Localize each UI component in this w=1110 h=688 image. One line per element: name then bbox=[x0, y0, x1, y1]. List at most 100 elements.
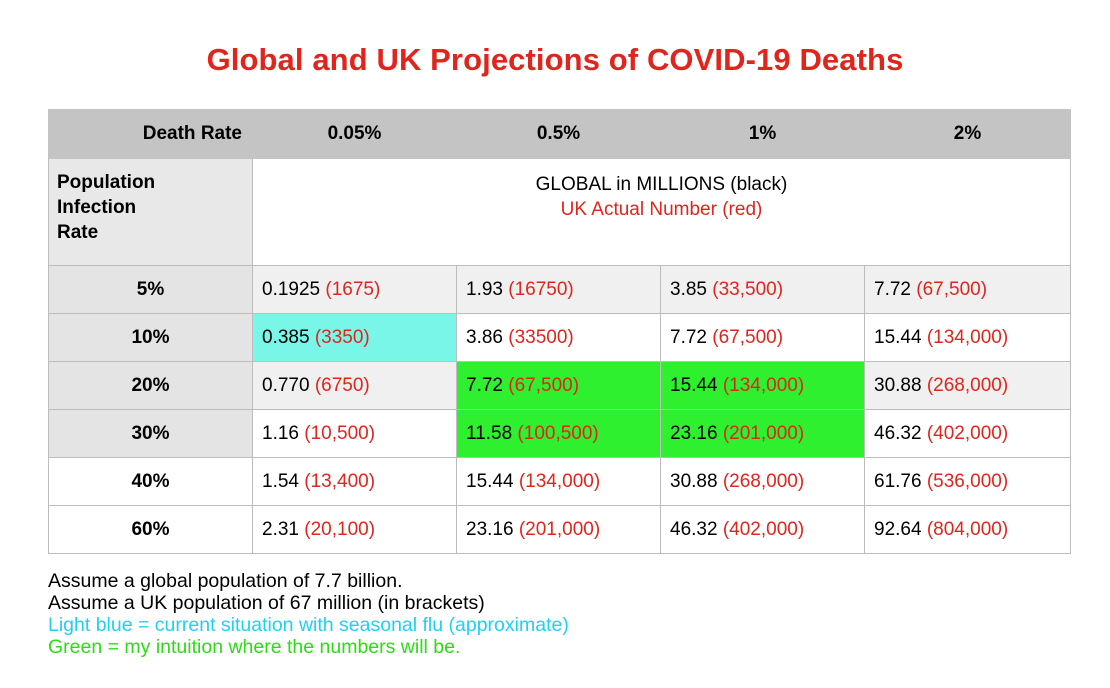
uk-value: (1675) bbox=[325, 278, 381, 300]
uk-value: (134,000) bbox=[926, 326, 1009, 348]
uk-value: (13,400) bbox=[304, 470, 376, 492]
page-title: Global and UK Projections of COVID-19 De… bbox=[206, 42, 904, 77]
assumption-notes: Assume a global population of 7.7 billio… bbox=[48, 570, 569, 658]
global-value: 11.58 bbox=[466, 422, 513, 444]
death-rate-header-cell: 0.05% bbox=[252, 109, 457, 159]
table-row: 10% 0.385 (3350) 3.86 (33500) 7.72 (67,5… bbox=[48, 313, 1071, 362]
uk-value: (804,000) bbox=[926, 518, 1009, 540]
global-value: 0.385 bbox=[262, 326, 310, 348]
global-value: 15.44 bbox=[670, 374, 718, 396]
projection-cell: 0.770 (6750) bbox=[252, 361, 457, 410]
death-rate-header-cell: 1% bbox=[660, 109, 865, 159]
global-value: 7.72 bbox=[466, 374, 503, 396]
projection-cell: 46.32 (402,000) bbox=[660, 505, 865, 554]
global-value: 30.88 bbox=[874, 374, 922, 396]
death-rate-header-cell: 2% bbox=[864, 109, 1071, 159]
uk-value: (402,000) bbox=[926, 422, 1009, 444]
global-value: 0.1925 bbox=[262, 278, 321, 300]
projection-cell: 92.64 (804,000) bbox=[864, 505, 1071, 554]
projection-cell: 7.72 (67,500) bbox=[864, 265, 1071, 314]
uk-value: (16750) bbox=[508, 278, 574, 300]
infection-rate-label-line: Infection bbox=[57, 197, 137, 218]
projection-cell: 23.16 (201,000) bbox=[456, 505, 661, 554]
legend-row: Population Infection Rate GLOBAL in MILL… bbox=[48, 158, 1071, 266]
projection-cell: 3.86 (33500) bbox=[456, 313, 661, 362]
global-population-note: Assume a global population of 7.7 billio… bbox=[48, 570, 403, 592]
uk-units-legend: UK Actual Number (red) bbox=[560, 199, 763, 220]
global-value: 1.54 bbox=[262, 470, 299, 492]
uk-value: (201,000) bbox=[518, 518, 601, 540]
light-blue-key-note: Light blue = current situation with seas… bbox=[48, 614, 569, 636]
infection-rate-cell: 40% bbox=[48, 457, 253, 506]
infection-rate-cell: 30% bbox=[48, 409, 253, 458]
projection-cell: 0.1925 (1675) bbox=[252, 265, 457, 314]
uk-value: (201,000) bbox=[722, 422, 805, 444]
global-value: 0.770 bbox=[262, 374, 310, 396]
infection-rate-label: Population Infection Rate bbox=[48, 158, 253, 266]
global-value: 15.44 bbox=[874, 326, 922, 348]
uk-value: (536,000) bbox=[926, 470, 1009, 492]
uk-value: (134,000) bbox=[518, 470, 601, 492]
global-units-legend: GLOBAL in MILLIONS (black) bbox=[535, 174, 788, 195]
uk-value: (134,000) bbox=[722, 374, 805, 396]
uk-value: (10,500) bbox=[304, 422, 376, 444]
global-value: 30.88 bbox=[670, 470, 718, 492]
units-legend: GLOBAL in MILLIONS (black) UK Actual Num… bbox=[252, 158, 1071, 266]
infection-rate-cell: 10% bbox=[48, 313, 253, 362]
uk-value: (67,500) bbox=[712, 326, 784, 348]
death-rate-label: Death Rate bbox=[48, 109, 253, 159]
infection-rate-cell: 20% bbox=[48, 361, 253, 410]
uk-population-note: Assume a UK population of 67 million (in… bbox=[48, 592, 485, 614]
projection-cell-flu-highlight: 0.385 (3350) bbox=[252, 313, 457, 362]
projections-table: Death Rate 0.05% 0.5% 1% 2% Population I… bbox=[48, 109, 1071, 554]
global-value: 23.16 bbox=[670, 422, 718, 444]
projection-cell-intuition-highlight: 11.58 (100,500) bbox=[456, 409, 661, 458]
uk-value: (33,500) bbox=[712, 278, 784, 300]
uk-value: (268,000) bbox=[926, 374, 1009, 396]
projection-cell: 15.44 (134,000) bbox=[864, 313, 1071, 362]
death-rate-header-cell: 0.5% bbox=[456, 109, 661, 159]
projection-cell: 3.85 (33,500) bbox=[660, 265, 865, 314]
projection-cell: 2.31 (20,100) bbox=[252, 505, 457, 554]
projection-cell: 15.44 (134,000) bbox=[456, 457, 661, 506]
infection-rate-label-line: Rate bbox=[57, 222, 99, 243]
projection-cell-intuition-highlight: 7.72 (67,500) bbox=[456, 361, 661, 410]
projection-cell: 30.88 (268,000) bbox=[864, 361, 1071, 410]
global-value: 7.72 bbox=[670, 326, 707, 348]
global-value: 23.16 bbox=[466, 518, 514, 540]
projection-cell: 1.16 (10,500) bbox=[252, 409, 457, 458]
table-row: 5% 0.1925 (1675) 1.93 (16750) 3.85 (33,5… bbox=[48, 265, 1071, 314]
projection-cell: 61.76 (536,000) bbox=[864, 457, 1071, 506]
uk-value: (268,000) bbox=[722, 470, 805, 492]
global-value: 1.93 bbox=[466, 278, 503, 300]
table-row: 20% 0.770 (6750) 7.72 (67,500) 15.44 (13… bbox=[48, 361, 1071, 410]
projection-cell: 30.88 (268,000) bbox=[660, 457, 865, 506]
global-value: 1.16 bbox=[262, 422, 299, 444]
uk-value: (6750) bbox=[314, 374, 370, 396]
infection-rate-cell: 60% bbox=[48, 505, 253, 554]
projection-cell: 1.54 (13,400) bbox=[252, 457, 457, 506]
uk-value: (100,500) bbox=[517, 422, 599, 444]
green-key-note: Green = my intuition where the numbers w… bbox=[48, 636, 461, 658]
global-value: 46.32 bbox=[874, 422, 922, 444]
uk-value: (20,100) bbox=[304, 518, 376, 540]
projection-cell: 46.32 (402,000) bbox=[864, 409, 1071, 458]
global-value: 46.32 bbox=[670, 518, 718, 540]
global-value: 3.86 bbox=[466, 326, 503, 348]
uk-value: (3350) bbox=[314, 326, 370, 348]
table-row: 40% 1.54 (13,400) 15.44 (134,000) 30.88 … bbox=[48, 457, 1071, 506]
uk-value: (67,500) bbox=[508, 374, 580, 396]
death-rate-header-row: Death Rate 0.05% 0.5% 1% 2% bbox=[48, 109, 1071, 159]
global-value: 92.64 bbox=[874, 518, 922, 540]
table-row: 30% 1.16 (10,500) 11.58 (100,500) 23.16 … bbox=[48, 409, 1071, 458]
infection-rate-cell: 5% bbox=[48, 265, 253, 314]
global-value: 2.31 bbox=[262, 518, 299, 540]
projection-cell-intuition-highlight: 15.44 (134,000) bbox=[660, 361, 865, 410]
uk-value: (33500) bbox=[508, 326, 574, 348]
global-value: 15.44 bbox=[466, 470, 514, 492]
table-row: 60% 2.31 (20,100) 23.16 (201,000) 46.32 … bbox=[48, 505, 1071, 554]
global-value: 61.76 bbox=[874, 470, 922, 492]
uk-value: (402,000) bbox=[722, 518, 805, 540]
projection-cell-intuition-highlight: 23.16 (201,000) bbox=[660, 409, 865, 458]
infection-rate-label-line: Population bbox=[57, 172, 156, 193]
